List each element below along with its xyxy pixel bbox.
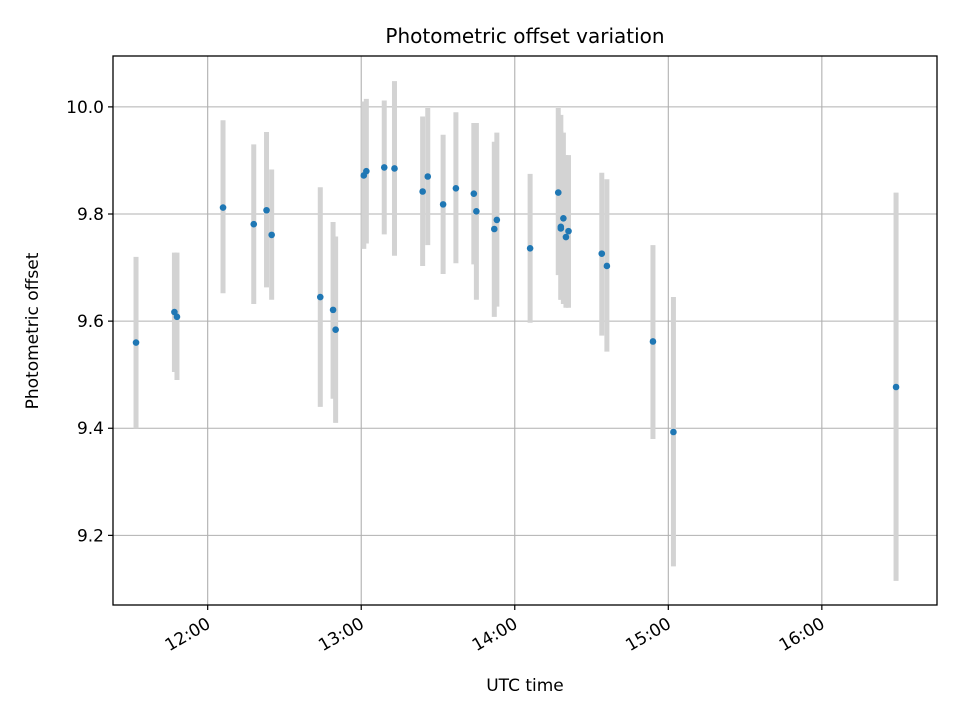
data-point <box>391 165 398 172</box>
data-point <box>419 188 426 195</box>
data-point <box>439 201 447 208</box>
data-point <box>424 173 432 180</box>
data-point <box>493 216 501 224</box>
data-point <box>565 227 572 235</box>
y-axis-title: Photometric offset <box>23 252 43 409</box>
data-point <box>554 189 562 196</box>
data-point <box>670 428 677 436</box>
data-point <box>470 190 478 197</box>
y-tick-label: 10.0 <box>66 98 104 118</box>
y-tick-label: 9.8 <box>77 205 104 225</box>
data-points <box>132 164 900 436</box>
data-point <box>490 225 498 233</box>
data-point <box>560 214 567 222</box>
data-point <box>173 313 181 321</box>
data-point <box>132 339 140 346</box>
y-tick-label: 9.2 <box>77 526 104 546</box>
data-point <box>557 225 565 232</box>
data-point <box>332 326 339 333</box>
data-point <box>526 244 534 252</box>
data-point <box>452 184 460 192</box>
data-point <box>473 208 480 215</box>
data-point <box>316 293 324 301</box>
y-tick-label: 9.6 <box>77 312 104 332</box>
data-point <box>329 306 337 314</box>
data-point <box>649 338 657 345</box>
data-point <box>598 250 606 257</box>
y-tick-label: 9.4 <box>77 419 104 439</box>
data-point <box>268 231 275 239</box>
data-point <box>603 262 611 270</box>
data-point <box>263 206 270 214</box>
data-point <box>892 383 900 391</box>
grid <box>113 56 937 605</box>
plot-frame <box>112 55 938 606</box>
data-point <box>363 167 370 175</box>
data-point <box>562 233 570 241</box>
y-axis: 9.2 9.4 9.6 9.8 10.0 <box>66 98 113 546</box>
data-point <box>219 204 227 211</box>
chart-title: Photometric offset variation <box>385 24 664 48</box>
x-axis-title: UTC time <box>486 676 564 696</box>
data-point <box>380 164 388 171</box>
data-point <box>250 220 258 228</box>
